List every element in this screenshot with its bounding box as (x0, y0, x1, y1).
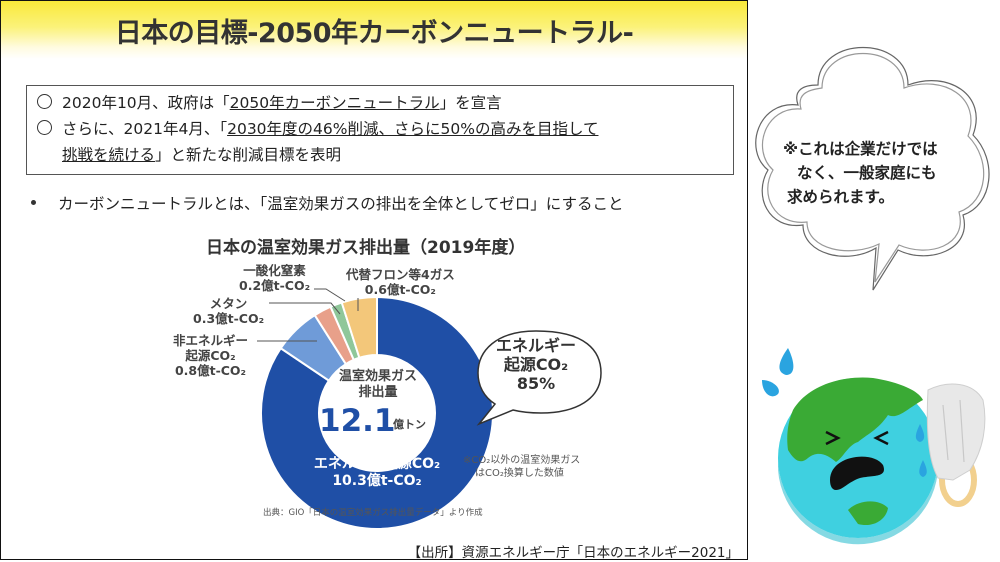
underlined-phrase: 2030年度の46%削減、さらに50%の高みを目指して (227, 120, 599, 138)
leader-line-methane (269, 302, 341, 315)
label-fluoro: 代替フロン等4ガス 0.6億t-CO₂ (346, 267, 455, 297)
label-non-energy: 非エネルギー 起源CO₂ 0.8億t-CO₂ (173, 333, 249, 378)
donut-chart (257, 288, 602, 530)
bullet-dot-icon (31, 200, 36, 205)
crying-earth-illustration (762, 348, 986, 545)
definition-bullet: カーボンニュートラルとは、「温室効果ガスの排出を全体としてゼロ」にすること (31, 192, 623, 214)
sweat-drop-icon (762, 380, 779, 397)
handkerchief-icon (926, 383, 986, 481)
thought-cloud-bubble (755, 46, 990, 291)
donut-center-label: 温室効果ガス 排出量 (338, 369, 417, 400)
donut-center-unit: 億トン (393, 418, 426, 431)
label-energy-co2: エネルギー起源CO₂ 10.3億t-CO₂ (313, 456, 441, 489)
circle-bullet-icon (37, 120, 52, 135)
chart-note: ※CO₂以外の温室効果ガス はCO₂換算した数値 (463, 455, 581, 479)
label-n2o: 一酸化窒素 0.2億t-CO₂ (239, 263, 311, 293)
title-band (1, 1, 747, 59)
callout-text: エネルギー 起源CO₂ 85% (495, 336, 576, 393)
policy-box: 2020年10月、政府は「2050年カーボンニュートラル」を宣言 さらに、202… (26, 85, 734, 175)
policy-point-2: さらに、2021年4月、「2030年度の46%削減、さらに50%の高みを目指して (37, 116, 723, 142)
donut-segment (340, 295, 378, 360)
policy-point-2-cont: 挑戦を続ける」と新たな削減目標を表明 (62, 146, 342, 164)
crying-mouth-icon (830, 456, 884, 490)
policy-point-1: 2020年10月、政府は「2050年カーボンニュートラル」を宣言 (37, 90, 723, 116)
donut-center-value: 12.1 (319, 403, 396, 439)
eye-icon (873, 430, 889, 446)
eye-icon (825, 430, 841, 446)
globe-land-icon (787, 377, 923, 462)
chart-source: 出典：GIO「日本の温室効果ガス排出量データ」より作成 (263, 508, 483, 518)
label-methane: メタン 0.3億t-CO₂ (193, 296, 265, 326)
slide-title: 日本の目標-2050年カーボンニュートラル- (114, 18, 634, 49)
callout-bubble (476, 330, 602, 426)
underlined-phrase: 2050年カーボンニュートラル (229, 94, 440, 112)
underlined-phrase: 挑戦を続ける (62, 146, 156, 164)
slide-panel: 日本の目標-2050年カーボンニュートラル- 2020年10月、政府は「2050… (0, 0, 748, 560)
sweat-drop-icon (779, 348, 794, 375)
leader-line-n2o (314, 288, 346, 302)
slide-source: 【出所】資源エネルギー庁「日本のエネルギー2021」 (407, 545, 739, 560)
chart-title: 日本の温室効果ガス排出量（2019年度） (206, 238, 526, 258)
bubble-message: ※これは企業だけでは なく、一般家庭にも 求められます。 (783, 140, 938, 206)
circle-bullet-icon (37, 94, 52, 109)
